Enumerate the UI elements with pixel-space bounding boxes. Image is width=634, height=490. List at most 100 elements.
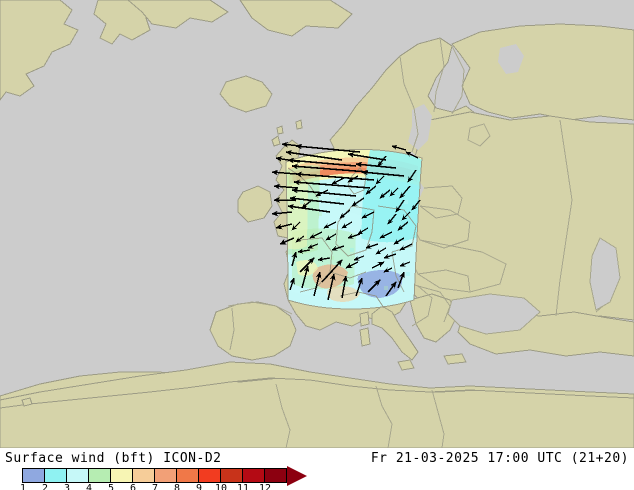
wind-arrow: [317, 256, 331, 262]
corsica: [359, 311, 370, 327]
wind-arrow: [405, 151, 419, 159]
colorbar-tick-10: 10: [214, 483, 228, 490]
border-morocco-algeria: [275, 383, 291, 448]
wind-arrow: [345, 261, 359, 269]
colorbar-tick-7: 7: [151, 483, 159, 490]
colorbar-overflow-arrow: [287, 466, 307, 486]
wind-arrow: [331, 177, 345, 185]
orkney-shetland: [295, 119, 303, 130]
colorbar-wrapper[interactable]: 1 2 3 4 5 6 7 8 9 10 11 12: [19, 466, 310, 490]
arctic-island-north: [127, 0, 229, 29]
wind-arrow: [355, 277, 363, 297]
hebrides: [271, 135, 281, 147]
wind-arrow: [341, 221, 353, 229]
wind-arrow: [399, 243, 413, 251]
colorbar-segment-8: [177, 469, 199, 482]
wind-arrow: [397, 221, 409, 231]
wind-arrow: [289, 195, 345, 205]
wind-arrow: [411, 199, 421, 211]
colorbar-tick-4: 4: [85, 483, 93, 490]
wind-arrow: [383, 267, 393, 273]
wind-arrow: [339, 209, 351, 219]
europe-map[interactable]: [0, 0, 634, 448]
wind-arrow: [361, 169, 405, 177]
colorbar-segment-4: [89, 469, 111, 482]
colorbar-tick-8: 8: [173, 483, 181, 490]
wind-arrow: [377, 155, 387, 167]
map-area[interactable]: [0, 0, 634, 448]
border-ukraine: [409, 239, 507, 293]
wind-arrow: [383, 253, 397, 259]
wind-arrow: [353, 255, 365, 261]
wind-arrow: [295, 143, 361, 153]
wind-arrow: [301, 199, 313, 209]
wind-arrow: [307, 243, 319, 249]
wind-arrow: [393, 237, 405, 245]
wind-arrow: [281, 141, 301, 148]
wind-arrow: [291, 221, 301, 231]
wind-arrow: [291, 163, 369, 173]
colorbar-tick-1: 1: [19, 483, 27, 490]
colorbar-tick-5: 5: [107, 483, 115, 490]
colorbar-tick-9: 9: [195, 483, 203, 490]
legend-title: Surface wind (bft) ICON-D2: [5, 451, 222, 466]
wind-arrow: [385, 281, 397, 297]
border-algeria-libya: [431, 389, 445, 448]
ireland: [237, 185, 273, 223]
wind-arrow: [275, 156, 301, 163]
colorbar-tick-labels: 1 2 3 4 5 6 7 8 9 10 11 12: [19, 483, 310, 490]
wind-arrow: [301, 265, 310, 289]
wind-arrow: [399, 261, 411, 267]
wind-arrow: [341, 275, 348, 299]
colorbar-segment-9: [199, 469, 221, 482]
wind-arrow: [297, 248, 311, 254]
wind-arrow: [347, 152, 387, 161]
wind-arrow: [293, 179, 371, 189]
wind-arrow: [323, 221, 337, 229]
wind-arrow: [365, 243, 379, 249]
wind-arrow: [375, 247, 387, 255]
icon-d2-domain-outline: [285, 149, 423, 310]
colorbar-tick-6: 6: [129, 483, 137, 490]
border-romania: [417, 269, 471, 293]
wind-arrow: [351, 197, 365, 207]
wind-arrows: [285, 143, 405, 213]
run-timestamp: Fr 21-03-2025 17:00 UTC (21+20): [370, 451, 629, 466]
wind-arrow: [291, 187, 357, 197]
canary-islands: [21, 397, 33, 407]
wind-arrows-medium: [291, 144, 421, 262]
arctic-island-northeast: [239, 0, 353, 37]
border-balkans-2: [417, 285, 451, 323]
wind-arrow: [347, 175, 359, 183]
wind-arrows-south: [289, 251, 405, 301]
border-russia-east: [555, 119, 573, 317]
sardinia: [359, 327, 371, 347]
border-finland-russia: [451, 45, 465, 115]
wind-arrow: [295, 171, 375, 181]
border-sweden-finland: [433, 37, 445, 113]
wind-arrow: [401, 211, 411, 221]
wind-arrow: [331, 245, 345, 251]
border-algeria-tunisia: [375, 385, 393, 448]
legend-strip: Surface wind (bft) ICON-D2 Fr 21-03-2025…: [0, 448, 634, 490]
wind-arrow: [275, 223, 293, 230]
wind-arrow: [327, 273, 336, 301]
wind-arrow: [391, 144, 407, 151]
greece-crete: [443, 353, 467, 365]
wind-arrow: [389, 187, 399, 197]
wind-arrow: [355, 161, 397, 169]
colorbar-segment-7: [155, 469, 177, 482]
italy: [371, 305, 419, 361]
colorbar-segment-6: [133, 469, 155, 482]
wind-arrow: [357, 227, 369, 235]
beaufort-colorbar[interactable]: [22, 466, 307, 486]
colorbar-segment-3: [67, 469, 89, 482]
colorbar-segment-12: [265, 469, 287, 482]
wind-arrow: [371, 261, 385, 269]
caspian-sea-fill: [589, 237, 621, 311]
wind-arrow: [271, 210, 293, 217]
wind-arrow: [287, 157, 357, 167]
colorbar-segment-1: [23, 469, 45, 482]
colorbar-tick-2: 2: [41, 483, 49, 490]
wind-arrow: [379, 189, 391, 199]
